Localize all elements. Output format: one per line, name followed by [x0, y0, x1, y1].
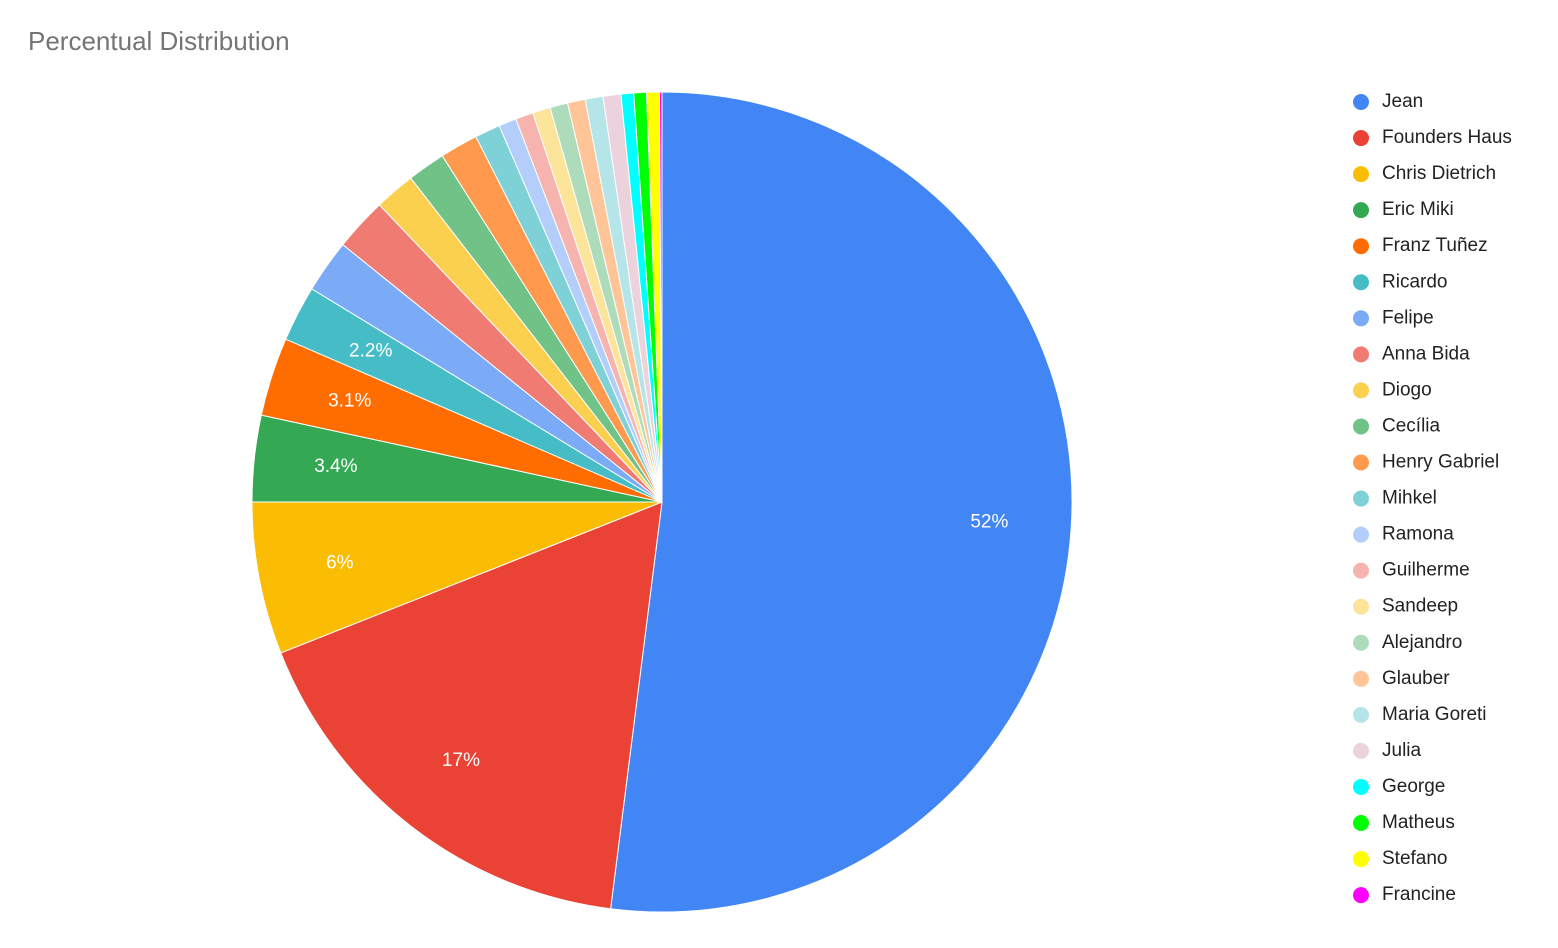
- data-label: 2.2%: [349, 340, 392, 361]
- legend-label: Jean: [1382, 91, 1423, 112]
- legend-swatch: [1353, 851, 1369, 868]
- legend-label: Mihkel: [1382, 488, 1437, 509]
- data-label: 3.1%: [328, 391, 371, 412]
- legend-swatch: [1353, 202, 1369, 219]
- pie-slice: [280, 501, 663, 910]
- chart-title: Percentual Distribution: [28, 26, 290, 56]
- legend-swatch: [1353, 562, 1369, 579]
- pie-slice: [251, 501, 663, 654]
- legend-label: Ramona: [1382, 524, 1454, 545]
- legend-label: Alejandro: [1382, 632, 1462, 653]
- legend-label: Franz Tuñez: [1382, 235, 1488, 256]
- legend-swatch: [1353, 454, 1369, 471]
- legend-swatch: [1353, 634, 1369, 651]
- legend-label: Stefano: [1382, 848, 1448, 869]
- legend-swatch: [1353, 598, 1369, 615]
- legend-swatch: [1353, 670, 1369, 687]
- legend-label: Cecília: [1382, 415, 1441, 436]
- legend-swatch: [1353, 310, 1369, 327]
- legend-label: Henry Gabriel: [1382, 452, 1499, 473]
- legend-swatch: [1353, 274, 1369, 291]
- legend-swatch: [1353, 706, 1369, 723]
- legend-swatch: [1353, 238, 1369, 255]
- legend-label: Glauber: [1382, 668, 1450, 689]
- legend-label: Chris Dietrich: [1382, 163, 1496, 184]
- legend-label: Matheus: [1382, 812, 1455, 833]
- legend-swatch: [1353, 778, 1369, 795]
- legend-label: Guilherme: [1382, 560, 1470, 581]
- legend-label: Francine: [1382, 884, 1456, 905]
- legend-label: Anna Bida: [1382, 343, 1470, 364]
- legend-label: Founders Haus: [1382, 127, 1512, 148]
- legend-swatch: [1353, 346, 1369, 363]
- legend-swatch: [1353, 418, 1369, 435]
- legend-label: Sandeep: [1382, 596, 1458, 617]
- legend-label: Diogo: [1382, 379, 1432, 400]
- legend-swatch: [1353, 130, 1369, 147]
- legend-swatch: [1353, 815, 1369, 831]
- legend-swatch: [1353, 382, 1369, 399]
- pie-slice: [658, 91, 663, 503]
- legend-label: Maria Goreti: [1382, 704, 1487, 725]
- data-label: 3.4%: [314, 456, 357, 477]
- legend-swatch: [1353, 887, 1369, 904]
- legend-swatch: [1353, 94, 1369, 110]
- pie-slice: [610, 91, 1073, 913]
- legend-swatch: [1353, 526, 1369, 543]
- legend-swatch: [1353, 166, 1369, 183]
- data-label: 6%: [326, 552, 354, 573]
- legend-label: Felipe: [1382, 307, 1434, 328]
- data-label: 52%: [970, 512, 1008, 533]
- data-label: 17%: [442, 750, 480, 771]
- legend-label: Julia: [1382, 740, 1422, 761]
- legend-swatch: [1353, 490, 1369, 507]
- legend-label: Ricardo: [1382, 271, 1447, 292]
- legend-swatch: [1353, 742, 1369, 759]
- legend-label: George: [1382, 776, 1445, 797]
- legend-label: Eric Miki: [1382, 199, 1454, 220]
